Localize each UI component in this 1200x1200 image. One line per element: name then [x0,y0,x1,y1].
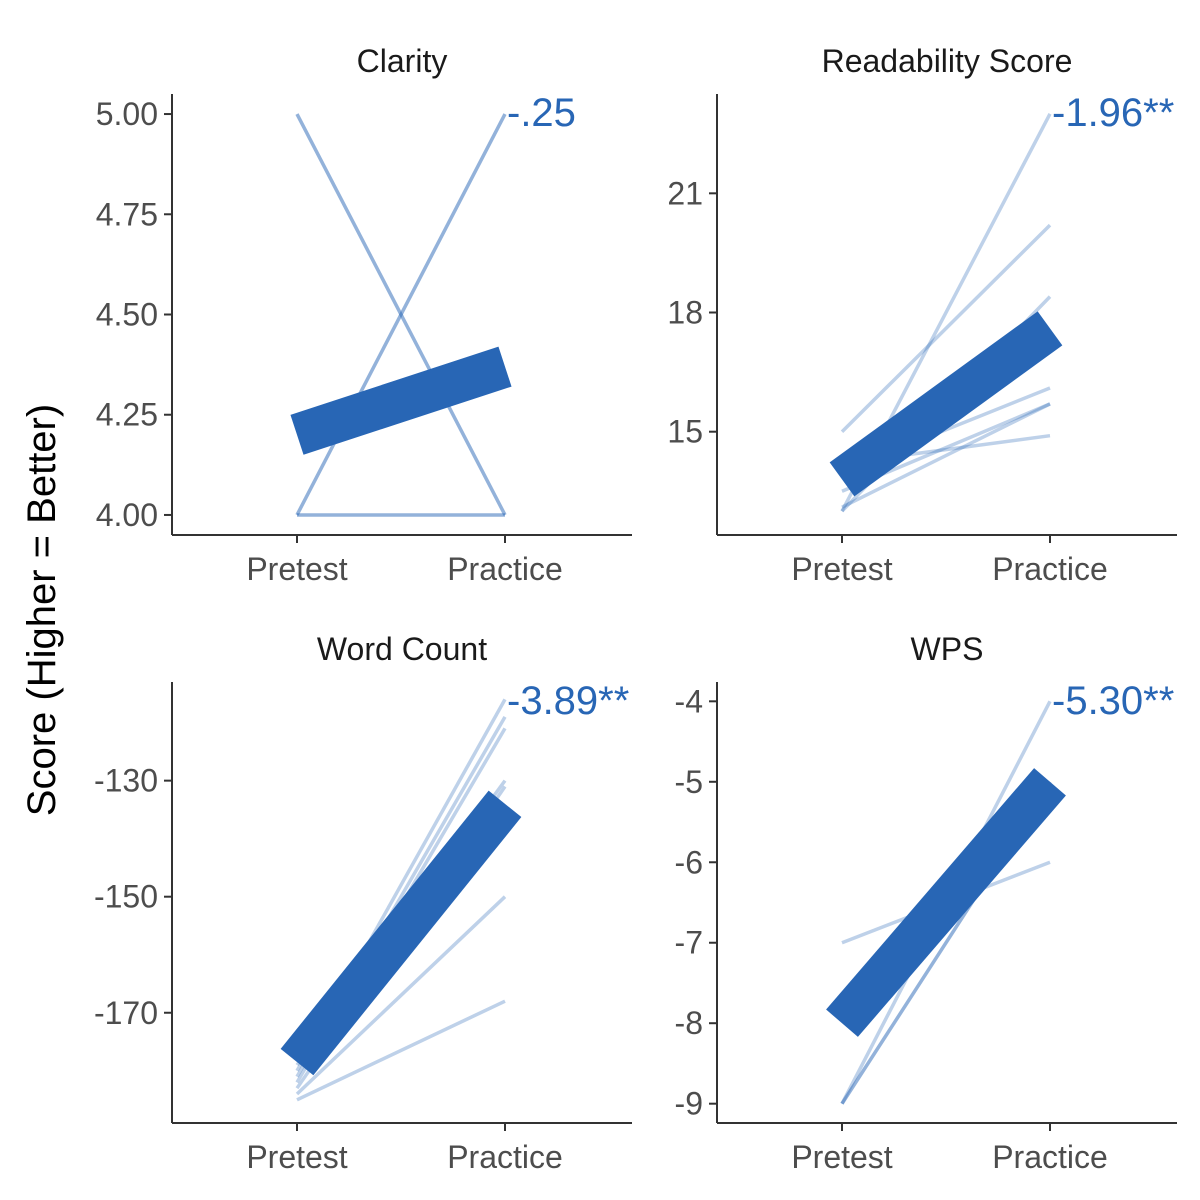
y-tick-label: -7 [675,925,703,961]
x-tick-label: Pretest [791,551,892,587]
annotation-group: -5.30** [1052,679,1174,723]
annotation-group: -.25 [507,91,576,135]
mean-line [826,768,1066,1037]
panel-title: Readability Score [822,43,1073,79]
y-tick-label: -130 [94,763,158,799]
series-line-6 [841,402,1051,509]
y-tick-label: -8 [675,1005,703,1041]
panel-0: Clarity 4.00 4.25 4.50 4.75 5.00 Pretest Practi… [96,43,632,587]
series-line-4 [295,895,507,1096]
y-tick-label: -5 [675,764,703,800]
effect-annotation: -.25 [507,91,576,135]
y-tick-label: 15 [667,414,703,450]
effect-annotation: -3.89** [507,679,629,723]
y-tick-label: 4.25 [96,397,158,433]
series-line-1 [840,223,1052,433]
x-tick-label: Practice [992,1139,1108,1175]
annotation-group: -1.96** [1052,91,1174,135]
y-tick-label: 21 [667,175,703,211]
x-tick-label: Pretest [791,1139,892,1175]
y-axis-label: Score (Higher = Better) [20,404,64,816]
y-tick-label: 5.00 [96,96,158,132]
y-tick-label: -170 [94,995,158,1031]
panel-title: Clarity [357,43,448,79]
panel-1: Readability Score 15 18 21 Pretest Practice -1… [667,43,1177,587]
x-tick-label: Practice [447,551,563,587]
x-tick-label: Pretest [246,1139,347,1175]
series-line-1 [295,113,507,516]
y-tick-label: -6 [675,844,703,880]
mean-line [290,346,512,455]
y-tick-label: -9 [675,1086,703,1122]
y-tick-label: 4.00 [96,497,158,533]
x-tick-label: Practice [992,551,1108,587]
series-line-5 [296,999,506,1102]
panel-title: WPS [911,631,984,667]
panel-3: WPS -4 -5 -6 -7 -8 -9 Pretest Practice -5.30** [675,631,1177,1175]
panel-title: Word Count [317,631,487,667]
y-tick-label: 4.50 [96,297,158,333]
y-tick-label: 4.75 [96,196,158,232]
y-tick-label: -4 [675,683,703,719]
panel-2: Word Count -130 -150 -170 Pretest Practice -3.… [94,631,632,1175]
mean-line [829,311,1063,497]
y-tick-label: 18 [667,295,703,331]
effect-annotation: -5.30** [1052,679,1174,723]
mean-line [280,790,522,1076]
effect-annotation: -1.96** [1052,91,1174,135]
x-tick-label: Practice [447,1139,563,1175]
y-tick-label: -150 [94,879,158,915]
annotation-group: -3.89** [507,679,629,723]
x-tick-label: Pretest [246,551,347,587]
